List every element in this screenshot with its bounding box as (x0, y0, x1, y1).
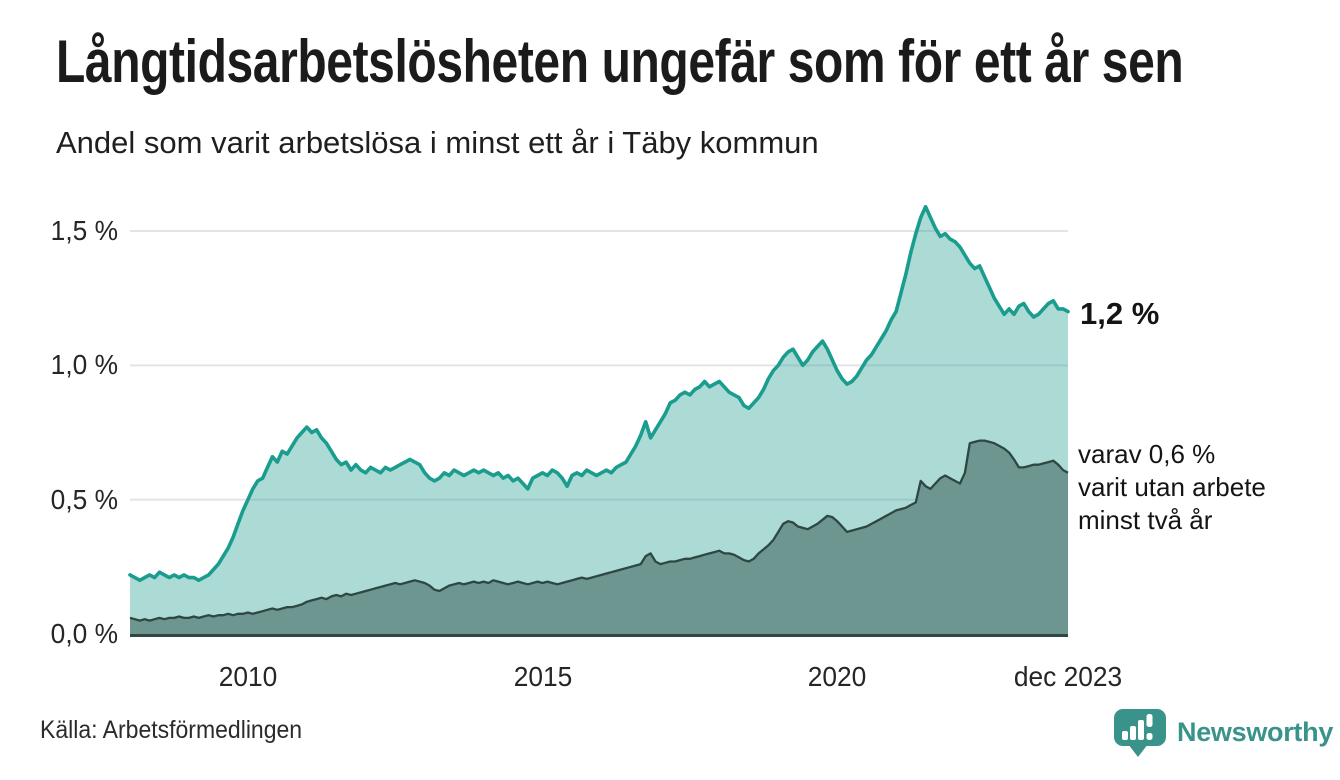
page-subtitle: Andel som varit arbetslösa i minst ett å… (56, 125, 819, 160)
x-tick-label: dec 2023 (1013, 661, 1123, 692)
y-tick-label: 1,0 % (50, 349, 118, 381)
x-tick-label: 2015 (513, 661, 572, 692)
two-year-annotation-line1: varav 0,6 % (1078, 439, 1216, 469)
page-title: Långtidsarbetslösheten ungefär som för e… (56, 28, 1184, 95)
latest-value-annotation: 1,2 % (1080, 296, 1160, 331)
y-tick-label: 0,0 % (50, 618, 118, 649)
two-year-annotation-line3: minst två år (1078, 505, 1213, 535)
y-tick-label: 1,5 % (50, 214, 118, 246)
two-year-annotation-line2: varit utan arbete (1078, 472, 1266, 502)
y-tick-label: 0,5 % (50, 483, 118, 515)
two-year-annotation: varav 0,6 % varit utan arbete minst två … (1078, 438, 1266, 537)
x-tick-label: 2020 (807, 661, 867, 692)
x-tick-label: 2010 (218, 661, 278, 692)
gridlines (130, 229, 1068, 501)
area-two-year-series (130, 440, 1068, 634)
newsworthy-logo-icon (1114, 709, 1166, 757)
source-note: Källa: Arbetsförmedlingen (40, 716, 303, 744)
line-two-year-series (129, 439, 1069, 622)
newsworthy-brand: Newsworthy (1108, 704, 1333, 760)
newsworthy-brand-name: Newsworthy (1177, 716, 1334, 747)
line-total-series (128, 205, 1070, 583)
